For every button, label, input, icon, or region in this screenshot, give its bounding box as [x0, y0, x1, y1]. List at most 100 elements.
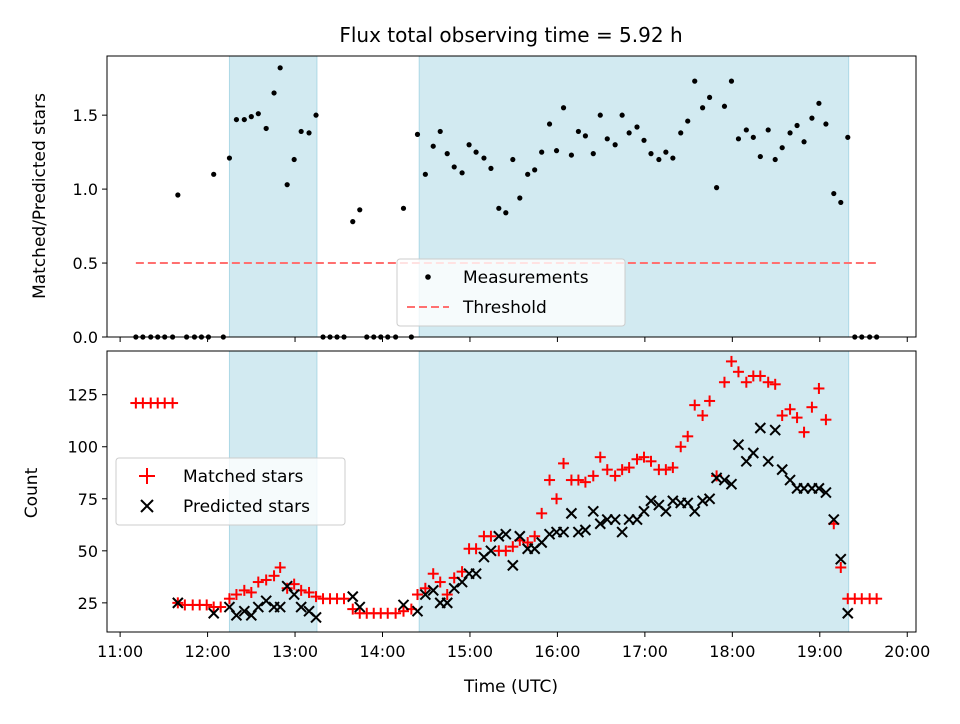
shaded-span-1 [228, 55, 318, 338]
predicted-stars-point [732, 438, 745, 451]
predicted-stars-point [587, 505, 599, 517]
matched-stars-point [871, 593, 883, 605]
matched-stars-point [594, 451, 606, 463]
matched-stars-point [310, 591, 322, 603]
measurement-point [503, 210, 509, 216]
measurement-point [582, 133, 589, 139]
measurement-point [414, 131, 421, 137]
count-panel-legend-box [115, 457, 346, 526]
predicted-stars-point [448, 582, 460, 594]
measurement-point [721, 103, 728, 109]
predicted-stars-point [310, 611, 322, 624]
predicted-stars-point [238, 605, 251, 617]
y-tick-label: 0.0 [73, 328, 98, 347]
matched-stars-point [268, 570, 280, 582]
measurement-point [845, 134, 851, 140]
y-tick-label: 25 [78, 594, 98, 613]
measurement-point [313, 112, 319, 118]
predicted-stars-point [260, 595, 272, 607]
count-panel: 25 50 75 100 125 11:00 12:00 13:00 14:00 15:00 16… [22, 350, 930, 697]
x-tick-label: 18:00 [709, 642, 755, 661]
measurement-point [678, 130, 684, 136]
measurement-point [831, 190, 837, 197]
count-panel-legend: Matched stars Predicted stars [115, 457, 346, 526]
predicted-stars-point [500, 528, 512, 540]
matched-stars-point [223, 593, 235, 605]
measurement-point [656, 156, 662, 163]
matched-stars-point [245, 586, 257, 598]
measurement-point [772, 156, 778, 163]
predicted-stars-point [828, 513, 840, 526]
y-tick-label: 75 [78, 490, 98, 509]
predicted-stars-point [609, 513, 621, 526]
measurement-point [496, 205, 502, 211]
measurement-point [816, 100, 822, 106]
count-panel-y-ticks: 25 50 75 100 125 [67, 386, 107, 613]
matched-stars-point [682, 430, 694, 442]
predicted-stars-point [230, 609, 243, 622]
x-tick-label: 12:00 [185, 642, 231, 661]
measurement-point [706, 94, 713, 101]
ratio-panel-frame [106, 55, 917, 338]
measurement-point [350, 219, 356, 225]
measurement-point [750, 134, 756, 140]
x-tick-label: 13:00 [272, 642, 318, 661]
measurement-point [626, 130, 632, 136]
shaded-span-2 [418, 350, 850, 633]
matched-stars-point [274, 561, 286, 573]
y-tick-label: 50 [78, 542, 98, 561]
matched-stars-point [390, 607, 402, 619]
measurement-point [241, 116, 247, 123]
matched-stars-point [587, 470, 599, 482]
predicted-stars-point [754, 422, 767, 434]
predicted-stars-point [397, 599, 410, 611]
matched-stars-point [441, 589, 453, 601]
predicted-stars-point [718, 474, 731, 486]
predicted-stars-point [274, 601, 286, 613]
x-tick-label: 17:00 [622, 642, 668, 661]
measurement-point [298, 128, 304, 135]
matched-stars-point [303, 586, 315, 598]
measurement-point [560, 105, 567, 111]
measurement-point [743, 127, 749, 133]
measurement-point [735, 136, 742, 142]
predicted-stars-point [441, 597, 453, 609]
matched-stars-point [558, 457, 570, 469]
measurement-point [634, 124, 640, 130]
x-tick-label: 15:00 [447, 642, 493, 661]
matched-stars-point [500, 545, 512, 557]
measurement-point [263, 125, 269, 132]
matched-stars-point [820, 414, 832, 426]
matched-stars-point [338, 593, 350, 605]
measurement-point [459, 170, 465, 176]
measurement-point [488, 165, 494, 171]
predicted-stars-point [252, 601, 265, 613]
measurement-point [575, 128, 582, 135]
predicted-stars-point [638, 505, 650, 517]
ratio-panel: 0.0 0.5 1.0 1.5 Flux total observing time =… [30, 23, 917, 347]
x-tick-label: 16:00 [534, 642, 580, 661]
matched-stars-point [551, 493, 563, 505]
matched-stars-point [579, 476, 591, 488]
legend-threshold-label: Threshold [462, 298, 547, 318]
matched-stars-point [544, 474, 556, 486]
matched-stars-point [536, 507, 548, 519]
measurement-point [510, 156, 516, 163]
measurement-point [481, 155, 487, 161]
measurement-point [648, 151, 654, 157]
count-panel-y-axis-label: Count [22, 467, 42, 518]
matched-stars-point [806, 401, 818, 413]
matched-stars-point [601, 464, 613, 476]
matched-stars-point [645, 455, 657, 467]
measurement-point [525, 171, 531, 177]
measurement-point [357, 207, 363, 213]
x-tick-label: 14:00 [359, 642, 405, 661]
matched-stars-point [667, 462, 679, 474]
predicted-stars-point [645, 495, 657, 507]
measurement-point [619, 112, 625, 118]
measurement-point [473, 149, 479, 155]
measurement-point [175, 192, 181, 198]
legend-predicted-label: Predicted stars [183, 497, 310, 517]
predicted-stars-point [747, 447, 760, 459]
